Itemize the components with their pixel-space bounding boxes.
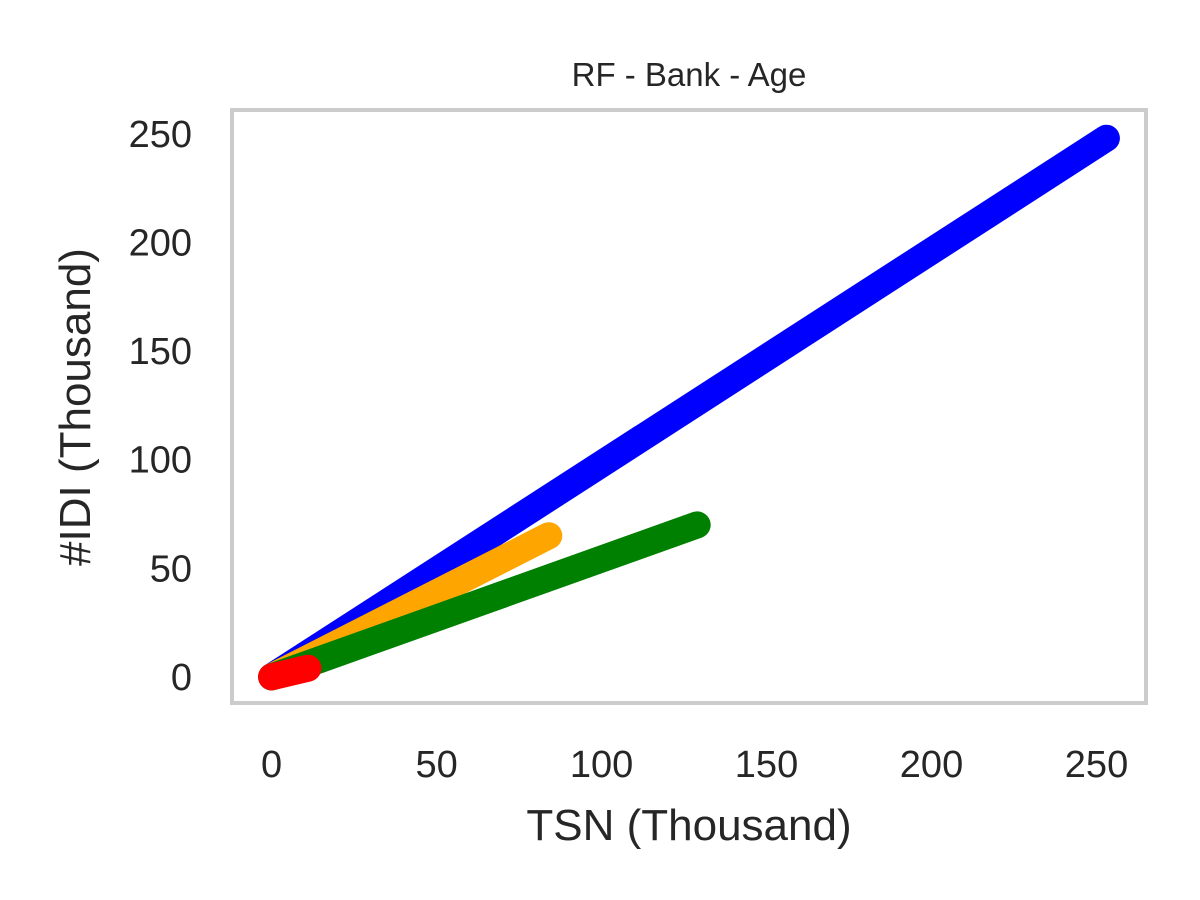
x-axis-label: TSN (Thousand) xyxy=(526,801,851,850)
y-axis-label: #IDI (Thousand) xyxy=(51,248,100,566)
series-line-3 xyxy=(258,511,711,691)
x-tick-label: 200 xyxy=(900,744,963,786)
plot-frame xyxy=(230,108,1148,705)
series-line-1 xyxy=(258,124,1120,691)
series-layer xyxy=(258,124,1120,691)
y-tick-label: 50 xyxy=(150,548,192,590)
y-tick-label: 100 xyxy=(129,440,192,482)
x-tick-label: 100 xyxy=(570,744,633,786)
x-tick-label: 0 xyxy=(261,744,282,786)
y-tick-label: 150 xyxy=(129,331,192,373)
y-tick-labels: 0 50 100 150 200 250 xyxy=(129,114,192,699)
series-line-4 xyxy=(258,654,322,691)
x-tick-label: 50 xyxy=(415,744,457,786)
y-tick-label: 0 xyxy=(171,657,192,699)
x-tick-label: 150 xyxy=(735,744,798,786)
x-tick-labels: 0 50 100 150 200 250 xyxy=(261,744,1128,786)
y-tick-label: 250 xyxy=(129,114,192,156)
x-tick-label: 250 xyxy=(1065,744,1128,786)
y-tick-label: 200 xyxy=(129,223,192,265)
chart-title: RF - Bank - Age xyxy=(572,56,807,93)
